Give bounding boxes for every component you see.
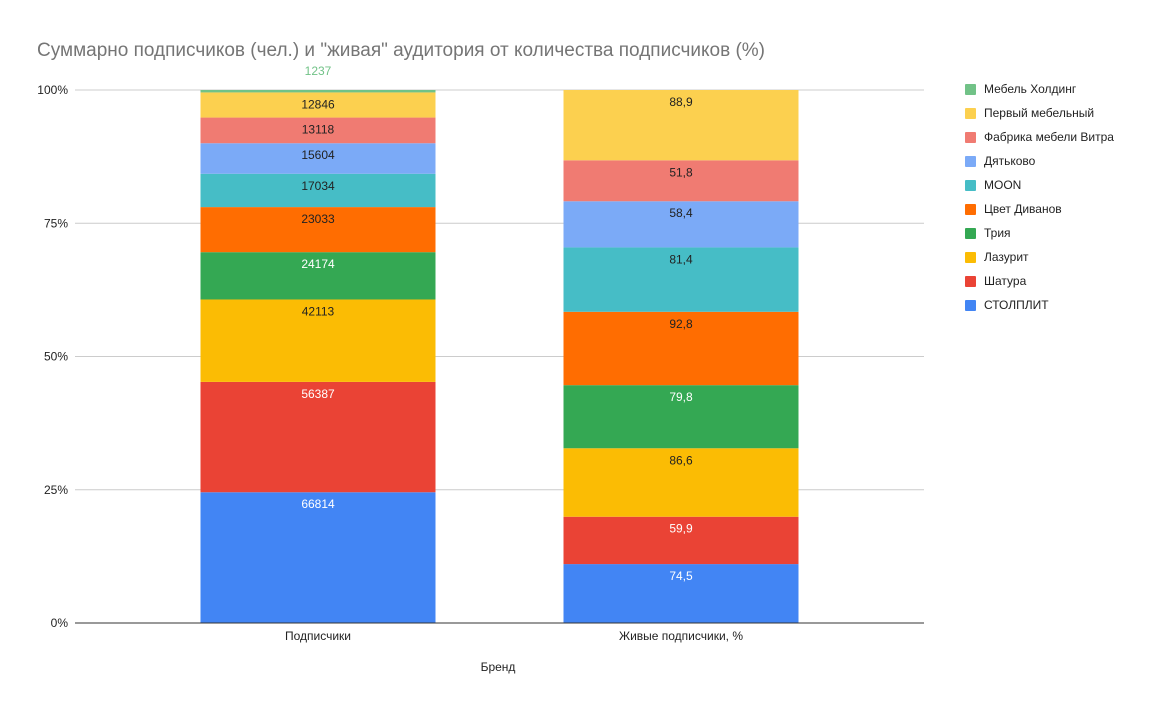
legend-swatch [965,204,976,215]
data-label-столплит: 66814 [301,497,335,511]
legend-label: Шатура [984,274,1027,288]
data-label-moon: 81,4 [669,252,693,266]
bar-segment-шатура [200,381,436,493]
legend-item-дятьково[interactable]: Дятьково [965,154,1036,168]
data-labels-layer: 66814 56387 42113 24174 23033 17034 15604 13118… [301,64,693,583]
legend-label: Цвет Диванов [984,202,1062,216]
y-tick-label: 0% [51,616,69,630]
legend-swatch [965,228,976,239]
bar-segment-трия [200,252,436,300]
legend-label: Фабрика мебели Витра [984,130,1114,144]
bar-segment-трия [563,385,799,449]
legend: Мебель Холдинг Первый мебельный Фабрика ме… [965,82,1114,312]
legend-swatch [965,276,976,287]
bar-segment-фабрика-мебели-витра [200,117,436,144]
data-label-мебель-холдинг: 1237 [305,64,332,78]
legend-label: MOON [984,178,1021,192]
bar-segment-шатура [563,516,799,565]
y-tick-label: 75% [44,216,68,230]
legend-label: Дятьково [984,154,1036,168]
bar-segment-первый-мебельный [563,90,799,161]
data-label-первый-мебельный: 88,9 [669,95,693,109]
axis-layer: 0% 25% 50% 75% 100% Подписчики Живые подписчик… [37,83,924,643]
data-label-moon: 17034 [301,179,335,193]
x-axis-title: Бренд [481,660,516,674]
data-label-трия: 79,8 [669,390,693,404]
data-label-шатура: 56387 [301,387,335,401]
y-tick-label: 100% [37,83,68,97]
bar-segment-первый-мебельный [200,92,436,118]
legend-label: СТОЛПЛИТ [984,298,1049,312]
legend-label: Трия [984,226,1011,240]
legend-item-столплит[interactable]: СТОЛПЛИТ [965,298,1049,312]
legend-item-цвет-диванов[interactable]: Цвет Диванов [965,202,1062,216]
legend-swatch [965,156,976,167]
bar-segment-цвет-диванов [563,311,799,386]
legend-swatch [965,180,976,191]
legend-item-лазурит[interactable]: Лазурит [965,250,1029,264]
bar-segment-столплит [200,492,436,623]
y-tick-label: 50% [44,350,68,364]
bar-segment-moon [563,247,799,312]
x-tick-label: Живые подписчики, % [619,629,743,643]
data-label-шатура: 59,9 [669,522,693,536]
chart-title: Суммарно подписчиков (чел.) и "живая" ау… [37,40,765,61]
bar-segment-дятьково [200,143,436,174]
legend-item-шатура[interactable]: Шатура [965,274,1027,288]
legend-item-мебель-холдинг[interactable]: Мебель Холдинг [965,82,1077,96]
bar-segment-цвет-диванов [200,207,436,253]
bar-segment-moon [200,173,436,208]
legend-item-фабрика-мебели-витра[interactable]: Фабрика мебели Витра [965,130,1114,144]
data-label-трия: 24174 [301,257,335,271]
legend-swatch [965,108,976,119]
data-label-цвет-диванов: 92,8 [669,317,693,331]
bar-segment-столплит [563,564,799,623]
bar-segment-дятьково [563,201,799,248]
data-label-цвет-диванов: 23033 [301,212,335,226]
bar-segment-мебель-холдинг [200,90,436,93]
data-label-дятьково: 58,4 [669,206,693,220]
legend-item-moon[interactable]: MOON [965,178,1021,192]
data-label-дятьково: 15604 [301,148,335,162]
data-label-фабрика-мебели-витра: 51,8 [669,165,693,179]
legend-swatch [965,84,976,95]
legend-label: Мебель Холдинг [984,82,1077,96]
data-label-лазурит: 86,6 [669,453,693,467]
data-label-столплит: 74,5 [669,569,693,583]
legend-label: Первый мебельный [984,106,1094,120]
legend-item-первый-мебельный[interactable]: Первый мебельный [965,106,1094,120]
data-label-первый-мебельный: 12846 [301,97,335,111]
data-label-лазурит: 42113 [302,304,335,318]
legend-label: Лазурит [984,250,1029,264]
data-label-фабрика-мебели-витра: 13118 [302,123,335,137]
legend-swatch [965,252,976,263]
bar-segment-лазурит [200,299,436,382]
bar-segment-фабрика-мебели-витра [563,160,799,202]
x-tick-label: Подписчики [285,629,351,643]
legend-item-трия[interactable]: Трия [965,226,1011,240]
bars-layer [200,90,799,623]
bar-segment-лазурит [563,448,799,517]
y-tick-label: 25% [44,483,68,497]
legend-swatch [965,300,976,311]
legend-swatch [965,132,976,143]
